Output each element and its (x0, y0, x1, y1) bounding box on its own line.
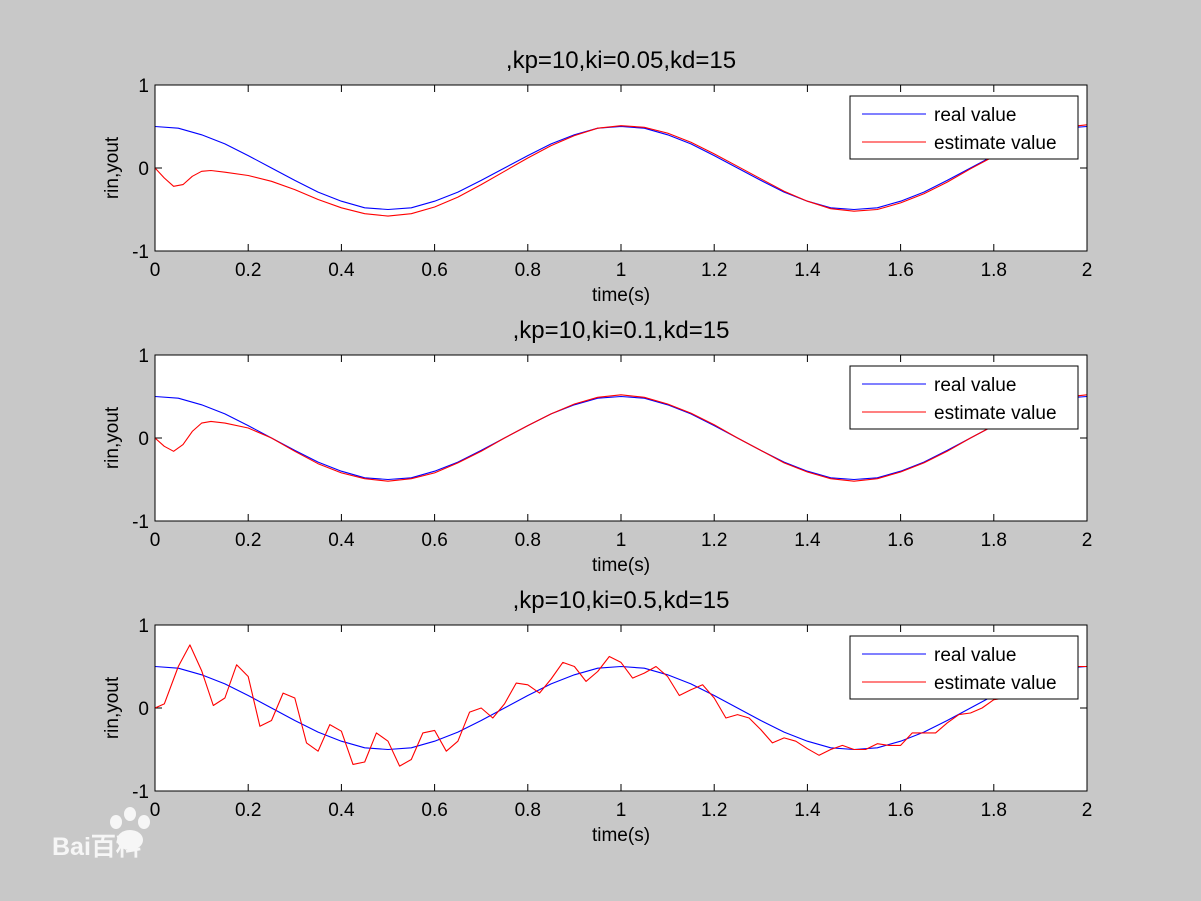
y-axis-label: rin,yout (102, 136, 123, 199)
legend-label: real value (934, 645, 1016, 666)
axes-frame (154, 624, 1088, 792)
x-tick-label: 1.2 (701, 530, 727, 551)
legend: real value estimate value (849, 635, 1079, 700)
x-tick-label: 2 (1082, 800, 1093, 821)
x-tick-label: 2 (1082, 260, 1093, 281)
x-tick-label: 0.6 (421, 260, 447, 281)
axes-frame (154, 84, 1088, 252)
x-tick-label: 1.4 (794, 530, 821, 551)
x-tick-label: 1.6 (887, 260, 913, 281)
series-line-real-value (155, 125, 1087, 211)
legend-label: estimate value (934, 403, 1057, 424)
x-tick-label: 1.4 (794, 800, 821, 821)
x-axis-label: time(s) (592, 285, 650, 306)
x-tick-label: 0.8 (515, 260, 541, 281)
series-line-estimate-value (155, 644, 1087, 767)
watermark-text: Bai百科 (52, 833, 141, 861)
subplot-title: ,kp=10,ki=0.1,kd=15 (513, 317, 730, 344)
y-tick-label: -1 (132, 512, 149, 533)
axes-frame (154, 354, 1088, 522)
legend-box (849, 95, 1079, 160)
y-tick-label: 1 (138, 76, 149, 97)
x-tick-label: 1.8 (981, 800, 1007, 821)
x-tick-label: 1.6 (887, 530, 913, 551)
x-tick-label: 0.6 (421, 800, 447, 821)
series-line-real-value (155, 665, 1087, 751)
y-axis-label: rin,yout (102, 676, 123, 739)
x-tick-label: 1.8 (981, 530, 1007, 551)
x-tick-label: 0.2 (235, 260, 261, 281)
watermark: Bai百科 (52, 807, 150, 861)
x-tick-label: 0.4 (328, 260, 355, 281)
x-tick-label: 1.2 (701, 260, 727, 281)
y-axis-label: rin,yout (102, 406, 123, 469)
y-tick-label: -1 (132, 782, 149, 803)
x-tick-label: 0.6 (421, 530, 447, 551)
legend-box (849, 635, 1079, 700)
x-tick-label: 0.4 (328, 530, 355, 551)
x-tick-label: 0.2 (235, 530, 261, 551)
x-tick-label: 1.2 (701, 800, 727, 821)
x-tick-label: 1.4 (794, 260, 821, 281)
series-line-estimate-value (155, 394, 1087, 482)
x-tick-label: 0 (150, 530, 161, 551)
legend: real value estimate value (849, 365, 1079, 430)
legend-label: real value (934, 105, 1016, 126)
y-tick-label: 1 (138, 616, 149, 637)
series-line-real-value (155, 395, 1087, 481)
baidu-paw-icon (110, 807, 150, 850)
y-tick-label: 0 (138, 429, 149, 450)
legend-label: estimate value (934, 133, 1057, 154)
y-tick-label: 0 (138, 159, 149, 180)
x-tick-label: 1 (616, 530, 627, 551)
x-axis-label: time(s) (592, 555, 650, 576)
subplot-title: ,kp=10,ki=0.05,kd=15 (506, 47, 736, 74)
x-tick-label: 0 (150, 260, 161, 281)
legend-label: real value (934, 375, 1016, 396)
x-tick-label: 1 (616, 260, 627, 281)
x-tick-label: 0.8 (515, 530, 541, 551)
x-tick-label: 0.2 (235, 800, 261, 821)
y-tick-label: 0 (138, 699, 149, 720)
x-tick-label: 1.8 (981, 260, 1007, 281)
legend: real value estimate value (849, 95, 1079, 160)
legend-label: estimate value (934, 673, 1057, 694)
x-tick-label: 1 (616, 800, 627, 821)
x-tick-label: 0.4 (328, 800, 355, 821)
y-tick-label: -1 (132, 242, 149, 263)
x-tick-label: 2 (1082, 530, 1093, 551)
series-line-estimate-value (155, 124, 1087, 217)
legend-box (849, 365, 1079, 430)
x-tick-label: 0.8 (515, 800, 541, 821)
y-tick-label: 1 (138, 346, 149, 367)
subplot-title: ,kp=10,ki=0.5,kd=15 (513, 587, 730, 614)
x-tick-label: 0 (150, 800, 161, 821)
x-axis-label: time(s) (592, 825, 650, 846)
x-tick-label: 1.6 (887, 800, 913, 821)
